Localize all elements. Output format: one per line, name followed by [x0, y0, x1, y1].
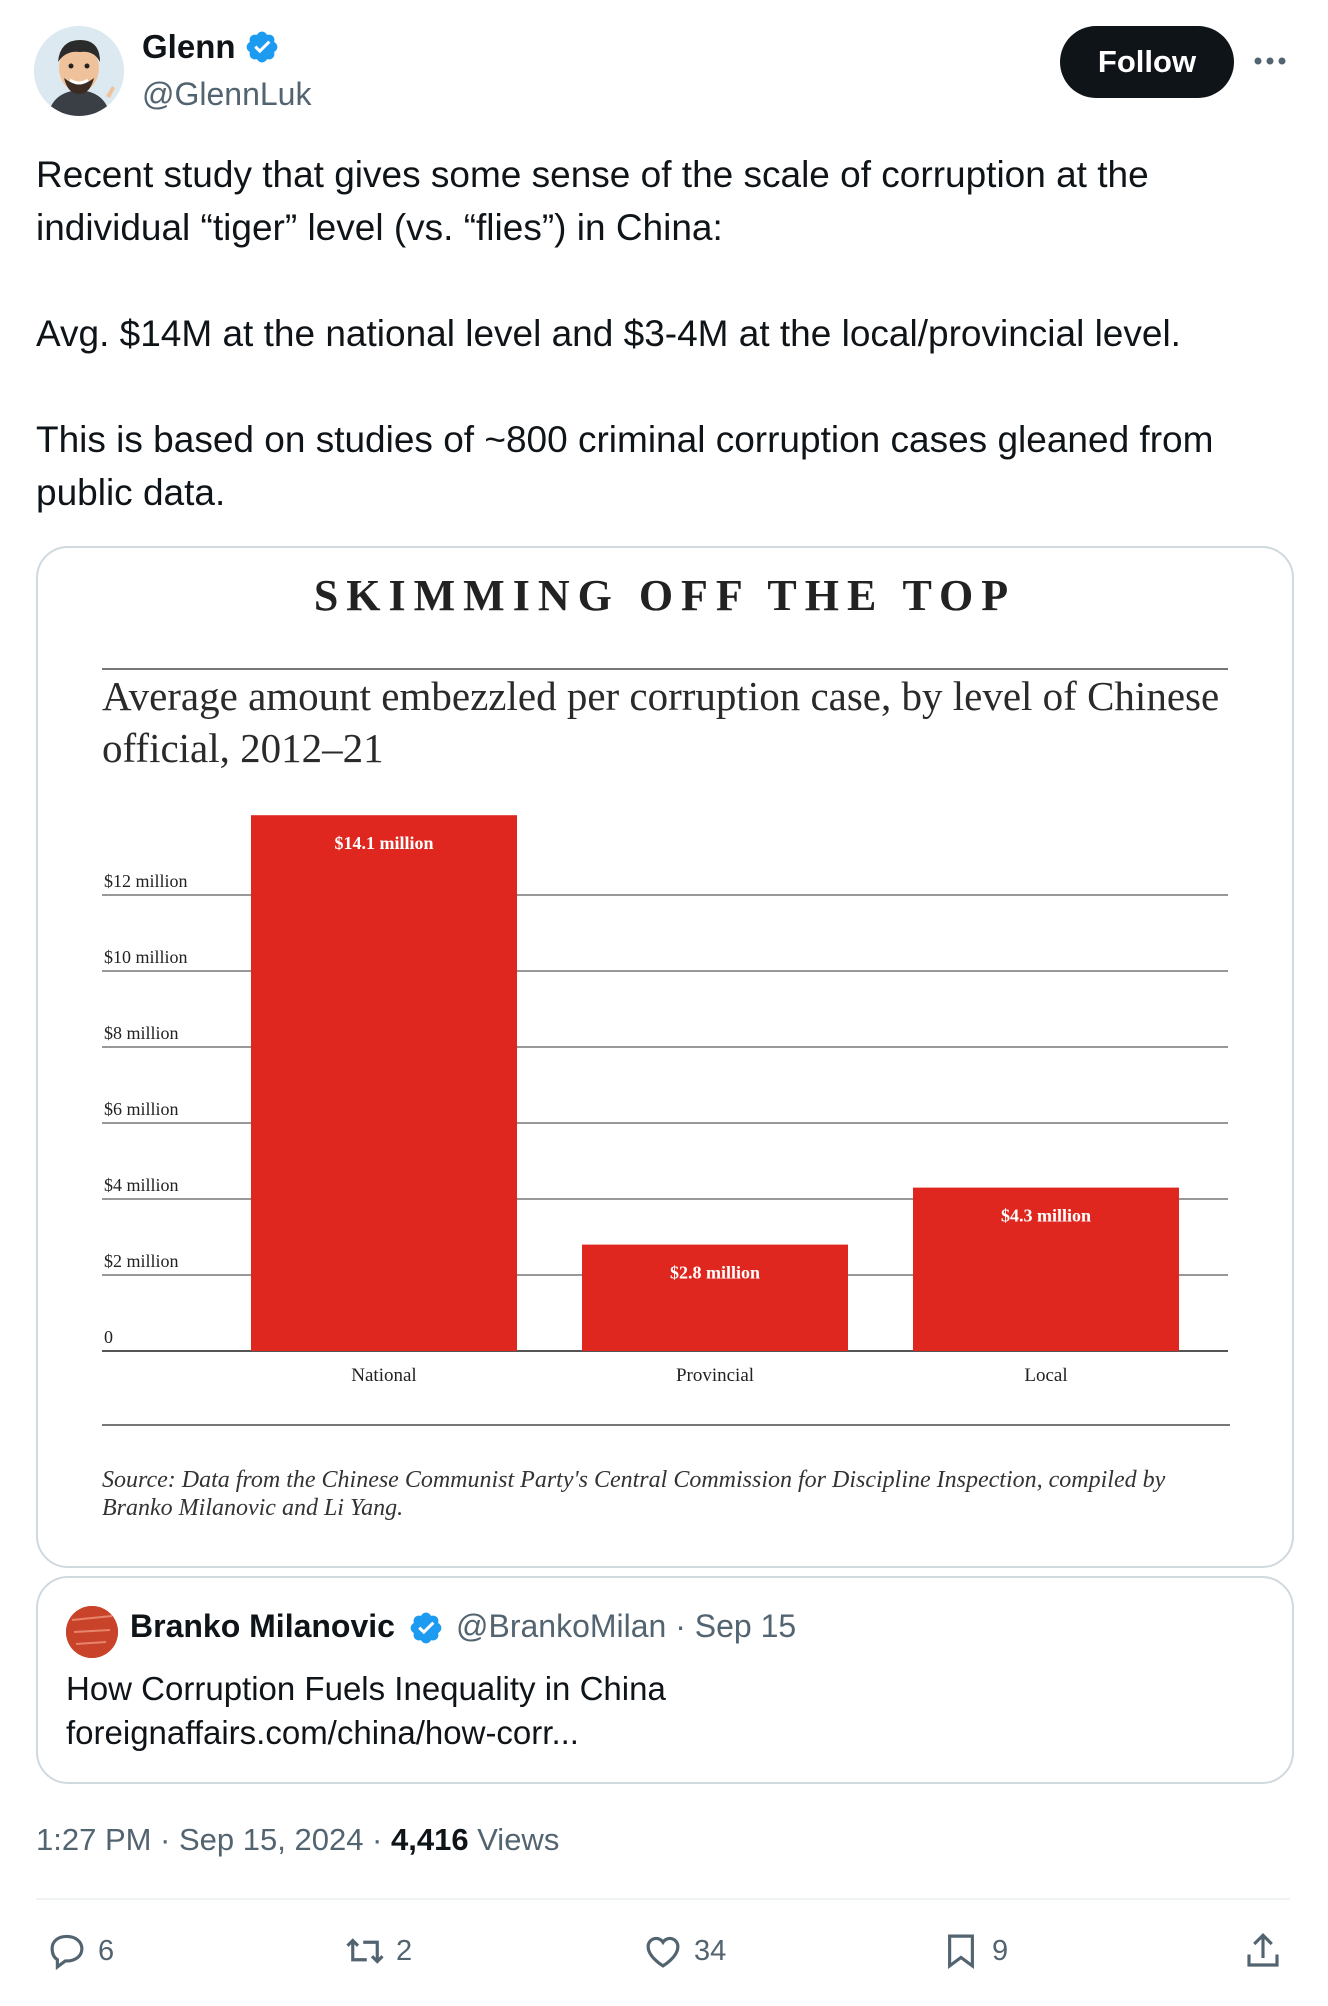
- chart-subtitle: Average amount embezzled per corruption …: [102, 673, 1220, 771]
- tweet-media-chart[interactable]: SKIMMING OFF THE TOP Average amount embe…: [36, 546, 1294, 1568]
- share-icon: [1247, 1933, 1279, 1967]
- quoted-display-name[interactable]: Branko Milanovic: [130, 1608, 395, 1644]
- quoted-avatar[interactable]: [66, 1606, 118, 1658]
- chart-rule-bottom: [102, 1424, 1230, 1426]
- repost-icon: [346, 1938, 384, 1964]
- chart-source: Source: Data from the Chinese Communist …: [102, 1467, 1166, 1521]
- avatar[interactable]: [34, 26, 124, 116]
- views-label: Views: [468, 1822, 560, 1857]
- divider: [36, 1898, 1290, 1900]
- repost-button[interactable]: 2: [344, 1930, 412, 1972]
- quoted-text: How Corruption Fuels Inequality in China: [66, 1670, 666, 1707]
- quoted-tweet[interactable]: Branko Milanovic @BrankoMilan · Sep 15 H…: [36, 1576, 1294, 1784]
- display-name[interactable]: Glenn: [142, 28, 236, 65]
- bar-value-label: $4.3 million: [1001, 1206, 1091, 1226]
- bookmark-button[interactable]: 9: [940, 1930, 1008, 1972]
- quoted-link[interactable]: foreignaffairs.com/china/how-corr...: [66, 1714, 579, 1751]
- chart-bar: [251, 815, 517, 1351]
- y-tick-label: $12 million: [104, 871, 188, 891]
- y-tick-label: 0: [104, 1327, 113, 1347]
- like-button[interactable]: 34: [642, 1930, 726, 1972]
- like-count: 34: [694, 1934, 727, 1967]
- y-tick-label: $4 million: [104, 1175, 179, 1195]
- user-handle[interactable]: @GlennLuk: [142, 76, 312, 112]
- tweet-meta: 1:27 PM · Sep 15, 2024 · 4,416 Views: [36, 1822, 559, 1858]
- y-tick-label: $10 million: [104, 947, 188, 967]
- x-category-label: Provincial: [676, 1365, 754, 1386]
- tweet-text: Recent study that gives some sense of th…: [36, 148, 1296, 519]
- bookmark-count: 9: [992, 1934, 1009, 1967]
- reply-icon: [50, 1934, 84, 1971]
- chart-rule-top: [102, 668, 1228, 670]
- verified-badge-icon: [246, 31, 277, 63]
- y-tick-label: $8 million: [104, 1023, 179, 1043]
- repost-count: 2: [396, 1934, 413, 1967]
- tweet-paragraph: Avg. $14M at the national level and $3-4…: [36, 313, 1181, 354]
- bar-value-label: $2.8 million: [670, 1263, 760, 1283]
- views-count: 4,416: [391, 1822, 469, 1857]
- quoted-handle-date[interactable]: @BrankoMilan · Sep 15: [456, 1608, 797, 1644]
- verified-badge-icon: [410, 1612, 442, 1644]
- y-tick-label: $2 million: [104, 1251, 179, 1271]
- follow-button[interactable]: Follow: [1060, 26, 1234, 98]
- avatar-image: [34, 26, 124, 116]
- reply-button[interactable]: 6: [46, 1930, 114, 1972]
- x-category-label: National: [351, 1365, 416, 1386]
- bar-chart: 0 $2 million $4 million $6 million $8 millio…: [102, 815, 1228, 1386]
- bar-value-label: $14.1 million: [334, 833, 433, 853]
- y-tick-label: $6 million: [104, 1099, 179, 1119]
- tweet-timestamp[interactable]: 1:27 PM · Sep 15, 2024 ·: [36, 1822, 391, 1857]
- bookmark-icon: [948, 1934, 974, 1969]
- reply-count: 6: [98, 1934, 115, 1967]
- share-button[interactable]: [1242, 1930, 1284, 1972]
- chart-bar: [582, 1244, 848, 1351]
- chart-title: SKIMMING OFF THE TOP: [313, 571, 1017, 620]
- like-icon: [646, 1936, 680, 1968]
- quoted-avatar-image: [66, 1606, 118, 1658]
- tweet-paragraph: This is based on studies of ~800 crimina…: [36, 419, 1214, 513]
- x-category-label: Local: [1024, 1365, 1067, 1386]
- tweet-paragraph: Recent study that gives some sense of th…: [36, 154, 1149, 248]
- chart-bar: [913, 1187, 1179, 1351]
- more-icon[interactable]: [1252, 46, 1288, 76]
